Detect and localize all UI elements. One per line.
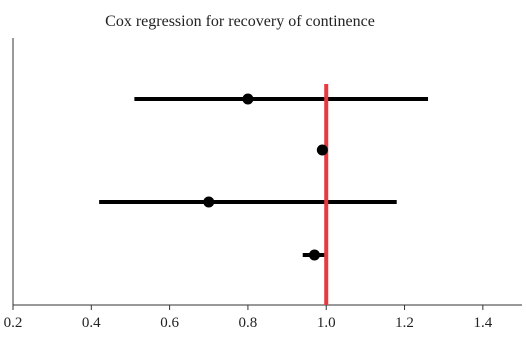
point-estimate-2 [316, 144, 328, 156]
x-tick-label: 0.8 [239, 315, 258, 331]
point-estimate-4 [308, 249, 320, 261]
x-tick-label: 0.4 [82, 315, 101, 331]
confidence-intervals [99, 97, 429, 257]
x-axis-ticks: 0.2 0.4 0.6 0.8 1.0 1.2 1.4 [4, 305, 493, 331]
x-tick-label: 1.4 [473, 315, 492, 331]
point-estimates [203, 93, 328, 261]
x-tick-label: 0.6 [160, 315, 179, 331]
point-estimate-3 [203, 196, 215, 208]
chart-title: Cox regression for recovery of continenc… [105, 13, 375, 30]
x-tick-label: 1.0 [317, 315, 336, 331]
x-tick-label: 1.2 [395, 315, 414, 331]
point-estimate-1 [242, 93, 254, 105]
x-tick-label: 0.2 [4, 315, 23, 331]
